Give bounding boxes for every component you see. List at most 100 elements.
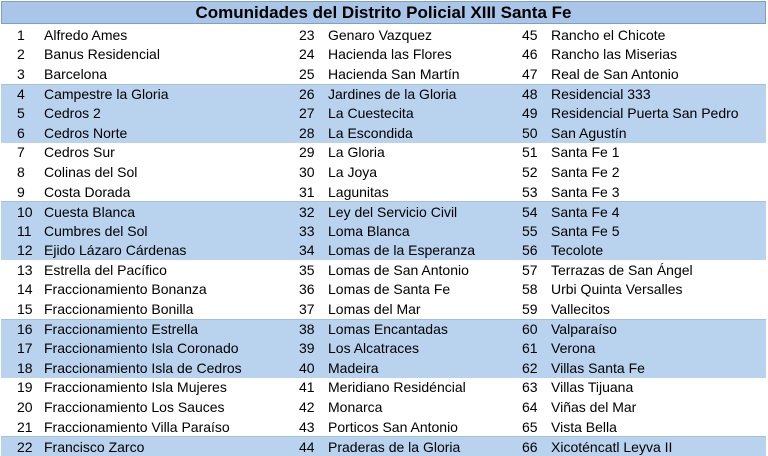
table-row: 13 Estrella del Pacífico 35 Lomas de San An… <box>1 260 766 280</box>
community-number: 42 <box>299 399 315 416</box>
community-number: 30 <box>299 163 315 180</box>
community-number: 2 <box>17 46 25 63</box>
community-number: 52 <box>522 163 538 180</box>
table-row: 9 Costa Dorada 31 Lagunitas 53 Santa Fe 3 <box>1 182 766 202</box>
community-number: 12 <box>17 242 33 259</box>
community-name: Santa Fe 2 <box>551 163 620 180</box>
community-number: 28 <box>299 124 315 141</box>
community-number: 10 <box>17 203 33 220</box>
community-number: 36 <box>299 281 315 298</box>
community-name: Barcelona <box>44 65 108 82</box>
community-number: 49 <box>522 105 538 122</box>
community-number: 40 <box>299 359 315 376</box>
community-name: La Escondida <box>328 124 413 141</box>
table-row: 2 Banus Residencial 24 Hacienda las Flores 4… <box>1 45 766 65</box>
table-title: Comunidades del Distrito Policial XIII S… <box>1 1 766 24</box>
community-name: Alfredo Ames <box>44 26 128 43</box>
community-name: Praderas de la Gloria <box>328 438 461 455</box>
community-name: Lomas del Mar <box>328 301 421 318</box>
community-name: Fraccionamiento Isla de Cedros <box>44 359 242 376</box>
community-name: Xicoténcatl Leyva II <box>551 438 673 455</box>
community-name: Fraccionamiento Estrella <box>44 321 199 338</box>
community-name: Meridiano Residéncial <box>328 379 466 396</box>
community-number: 16 <box>17 321 33 338</box>
community-number: 35 <box>299 261 315 278</box>
community-name: Santa Fe 4 <box>551 203 620 220</box>
table-row: 10 Cuesta Blanca 32 Ley del Servicio Civil 5… <box>1 201 766 221</box>
community-name: Lomas de la Esperanza <box>328 242 476 259</box>
community-name: Lomas de San Antonio <box>328 261 469 278</box>
community-number: 32 <box>299 203 315 220</box>
community-number: 41 <box>299 379 315 396</box>
table-row: 8 Colinas del Sol 30 La Joya 52 Santa Fe 2 <box>1 162 766 182</box>
community-number: 57 <box>522 261 538 278</box>
community-name: Fraccionamiento Bonilla <box>44 301 194 318</box>
community-name: Monarca <box>328 399 383 416</box>
community-number: 39 <box>299 340 315 357</box>
community-name: Cedros Norte <box>44 124 128 141</box>
community-number: 34 <box>299 242 315 259</box>
community-number: 7 <box>17 144 25 161</box>
community-number: 6 <box>17 124 25 141</box>
table-row: 21 Fraccionamiento Villa Paraíso 43 Portico… <box>1 417 766 437</box>
community-number: 37 <box>299 301 315 318</box>
community-name: Real de San Antonio <box>551 65 679 82</box>
community-number: 19 <box>17 379 33 396</box>
community-name: Cuesta Blanca <box>44 203 136 220</box>
community-name: La Gloria <box>328 144 385 161</box>
community-name: Lomas Encantadas <box>328 321 448 338</box>
community-name: Fraccionamiento Isla Mujeres <box>44 379 227 396</box>
community-name: Urbi Quinta Versalles <box>551 281 683 298</box>
community-number: 14 <box>17 281 33 298</box>
table-row: 12 Ejido Lázaro Cárdenas 34 Lomas de la Esp… <box>1 240 766 261</box>
community-name: Campestre la Gloria <box>44 86 169 103</box>
community-number: 3 <box>17 65 25 82</box>
community-name: Jardines de la Gloria <box>328 86 457 103</box>
community-number: 48 <box>522 86 538 103</box>
community-number: 63 <box>522 379 538 396</box>
community-name: Fraccionamiento Isla Coronado <box>44 340 239 357</box>
community-number: 61 <box>522 340 538 357</box>
community-number: 31 <box>299 183 315 200</box>
community-name: Verona <box>551 340 596 357</box>
table-row: 19 Fraccionamiento Isla Mujeres 41 Meridian… <box>1 378 766 398</box>
community-number: 11 <box>17 222 32 239</box>
community-number: 9 <box>17 183 25 200</box>
community-name: Residencial 333 <box>551 86 651 103</box>
community-name: Villas Tijuana <box>551 379 634 396</box>
community-number: 59 <box>522 301 538 318</box>
community-name: La Joya <box>328 163 378 180</box>
community-number: 58 <box>522 281 538 298</box>
community-name: Cedros Sur <box>44 144 115 161</box>
community-name: Villas Santa Fe <box>551 359 645 376</box>
community-number: 20 <box>17 399 33 416</box>
community-number: 24 <box>299 46 315 63</box>
table-body: 1 Alfredo Ames 23 Genaro Vazquez 45 Rancho el… <box>1 25 766 456</box>
community-name: Cedros 2 <box>44 105 101 122</box>
table-row: 5 Cedros 2 27 La Cuestecita 49 Residencial Pu… <box>1 103 766 123</box>
community-name: Valparaíso <box>551 321 617 338</box>
community-number: 64 <box>522 399 538 416</box>
community-number: 43 <box>299 418 315 435</box>
community-name: Terrazas de San Ángel <box>551 261 693 278</box>
community-name: Porticos San Antonio <box>328 418 458 435</box>
table-row: 4 Campestre la Gloria 26 Jardines de la Glo… <box>1 83 766 104</box>
community-name: Viñas del Mar <box>551 399 637 416</box>
community-name: Estrella del Pacífico <box>44 261 167 278</box>
community-number: 50 <box>522 124 538 141</box>
community-name: Hacienda San Martín <box>328 65 460 82</box>
community-number: 65 <box>522 418 538 435</box>
community-name: Ejido Lázaro Cárdenas <box>44 242 187 259</box>
community-name: Francisco Zarco <box>44 438 145 455</box>
community-number: 60 <box>522 321 538 338</box>
community-name: Ley del Servicio Civil <box>328 203 458 220</box>
community-name: Fraccionamiento Bonanza <box>44 281 207 298</box>
community-number: 1 <box>17 26 25 43</box>
community-name: Tecolote <box>551 242 604 259</box>
table-row: 16 Fraccionamiento Estrella 38 Lomas Encant… <box>1 318 766 339</box>
community-name: Fraccionamiento Los Sauces <box>44 399 225 416</box>
community-name: Santa Fe 1 <box>551 144 620 161</box>
community-name: Hacienda las Flores <box>328 46 452 63</box>
community-name: Residencial Puerta San Pedro <box>551 105 739 122</box>
table-row: 18 Fraccionamiento Isla de Cedros 40 Madeir… <box>1 358 766 378</box>
